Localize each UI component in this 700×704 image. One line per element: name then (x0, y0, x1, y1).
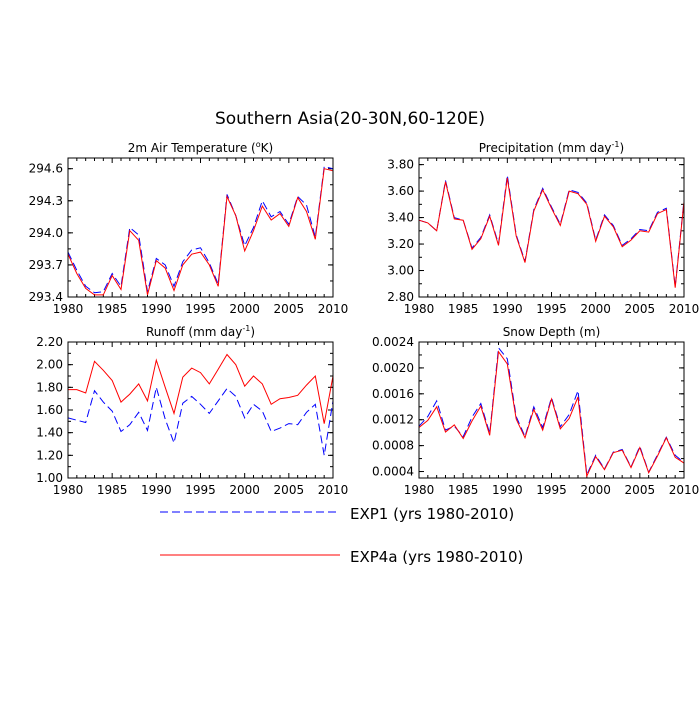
series-line-exp1-runoff (67, 387, 334, 456)
legend-label-exp4a: EXP4a (yrs 1980-2010) (350, 548, 523, 566)
x-tick-label: 2000 (229, 483, 260, 497)
y-tick-label: 0.0012 (372, 413, 414, 427)
series-line-exp4a-snow-depth (418, 350, 685, 478)
panel-title-superscript: o (256, 140, 261, 149)
panel-title-superscript: -1 (242, 324, 250, 333)
y-tick-label: 0.0004 (372, 465, 414, 479)
panel-title-temperature: 2m Air Temperature (oK) (128, 140, 273, 155)
plot-frame-runoff (67, 341, 334, 479)
panel-title-main: 2m Air Temperature ( (128, 141, 256, 155)
page-title: Southern Asia(20-30N,60-120E) (215, 109, 485, 129)
legend-label-exp1: EXP1 (yrs 1980-2010) (350, 505, 514, 523)
y-tick-label: 1.00 (36, 471, 63, 485)
y-tick-label: 0.0016 (372, 387, 414, 401)
x-tick-label: 2000 (580, 483, 611, 497)
x-tick-label: 2010 (318, 483, 349, 497)
y-tick-label: 1.60 (36, 403, 63, 417)
plot-frame-snow-depth (418, 341, 685, 479)
x-tick-label: 1980 (53, 483, 84, 497)
y-tick-label: 294.3 (29, 194, 63, 208)
series-line-exp4a-runoff (68, 353, 334, 424)
x-tick-label: 1995 (536, 483, 567, 497)
panel-precipitation: Precipitation (mm day-1) 1980 1985 1990 1995… (387, 140, 699, 316)
y-tick-label: 1.20 (36, 448, 63, 462)
panels: 2m Air Temperature (oK) 1980 1985 1990 1995 2… (29, 140, 700, 497)
x-tick-label: 1990 (141, 302, 172, 316)
x-tick-label: 2005 (625, 483, 656, 497)
y-tick-label: 294.0 (29, 226, 63, 240)
panel-title-superscript: -1 (612, 140, 620, 149)
series-line-exp4a-precipitation (418, 177, 685, 288)
y-tick-label: 0.0024 (372, 335, 414, 349)
y-tick-label: 3.20 (387, 237, 414, 251)
x-tick-label: 1990 (492, 483, 523, 497)
panel-title-snow-depth: Snow Depth (m) (503, 325, 601, 339)
x-tick-label: 1985 (448, 483, 479, 497)
panel-title-suffix: ) (250, 325, 255, 339)
y-tick-label: 3.80 (387, 158, 414, 172)
y-tick-label: 2.80 (387, 290, 414, 304)
y-tick-label: 2.20 (36, 335, 63, 349)
x-tick-label: 1990 (492, 302, 523, 316)
panel-title-main: Precipitation (mm day (479, 141, 612, 155)
y-tick-label: 0.0020 (372, 361, 414, 375)
legend: EXP1 (yrs 1980-2010) EXP4a (yrs 1980-201… (160, 505, 523, 566)
series-line-exp4a-temperature (67, 168, 334, 296)
y-tick-label: 293.4 (29, 290, 63, 304)
panel-title-main: Runoff (mm day (146, 325, 242, 339)
panel-title-suffix: ) (620, 141, 625, 155)
panel-title-main: Snow Depth (m) (503, 325, 601, 339)
plot-frame-precipitation (418, 157, 685, 298)
x-tick-label: 1985 (448, 302, 479, 316)
x-tick-label: 1995 (536, 302, 567, 316)
panel-title-runoff: Runoff (mm day-1) (146, 324, 255, 339)
y-tick-label: 1.40 (36, 426, 63, 440)
x-tick-label: 1980 (53, 302, 84, 316)
y-tick-label: 3.00 (387, 264, 414, 278)
x-tick-label: 1985 (97, 483, 128, 497)
x-tick-label: 2000 (229, 302, 260, 316)
y-tick-label: 293.7 (29, 258, 63, 272)
x-tick-label: 1990 (141, 483, 172, 497)
panel-runoff: Runoff (mm day-1) 1980 1985 1990 1995 2000 200… (36, 324, 348, 497)
x-tick-label: 2010 (318, 302, 349, 316)
series-line-exp1-snow-depth (418, 346, 685, 477)
y-tick-label: 0.0008 (372, 439, 414, 453)
y-tick-label: 294.6 (29, 162, 63, 176)
series-line-exp1-precipitation (418, 175, 685, 287)
panel-snow-depth: Snow Depth (m) 1980 1985 1990 1995 2000 2005 20… (372, 325, 699, 497)
panel-temperature: 2m Air Temperature (oK) 1980 1985 1990 1995 2… (29, 140, 349, 316)
x-tick-label: 1995 (185, 483, 216, 497)
y-tick-label: 3.40 (387, 211, 414, 225)
y-tick-label: 2.00 (36, 358, 63, 372)
y-tick-label: 1.80 (36, 380, 63, 394)
plot-frame-temperature (67, 157, 334, 298)
panel-title-precipitation: Precipitation (mm day-1) (479, 140, 624, 155)
x-tick-label: 2010 (669, 483, 700, 497)
x-tick-label: 2000 (580, 302, 611, 316)
series-line-exp1-temperature (67, 165, 334, 294)
x-tick-label: 2005 (274, 302, 305, 316)
x-tick-label: 1985 (97, 302, 128, 316)
x-tick-label: 2005 (625, 302, 656, 316)
x-tick-label: 1995 (185, 302, 216, 316)
x-tick-label: 2010 (669, 302, 700, 316)
panel-title-suffix: K) (261, 141, 274, 155)
x-tick-label: 1980 (404, 302, 435, 316)
x-tick-label: 1980 (404, 483, 435, 497)
y-tick-label: 3.60 (387, 184, 414, 198)
x-tick-label: 2005 (274, 483, 305, 497)
